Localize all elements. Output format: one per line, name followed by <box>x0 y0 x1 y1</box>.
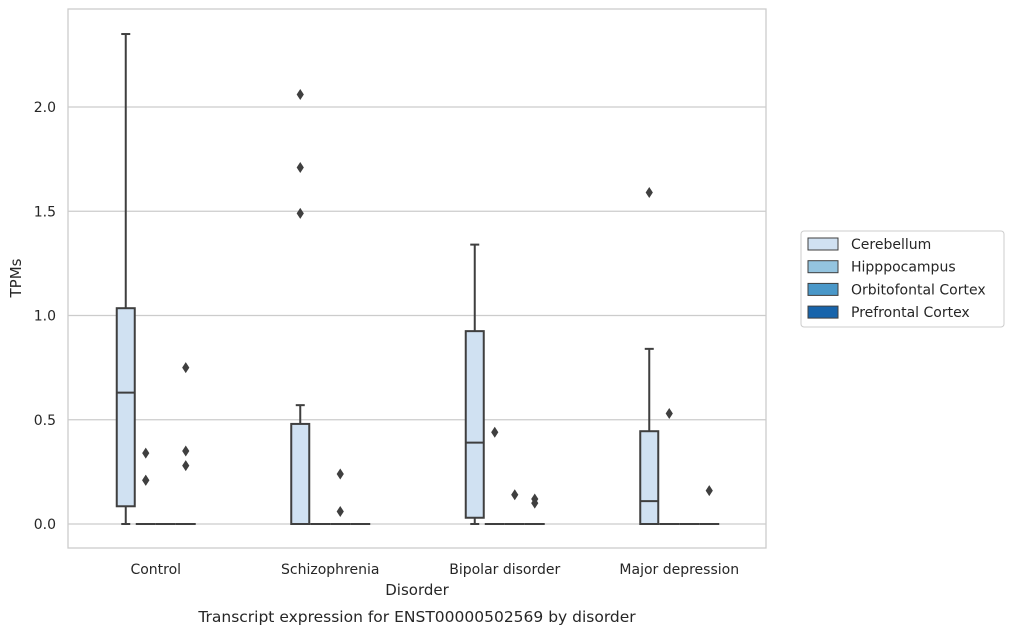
legend-frame <box>800 230 1005 328</box>
outlier-point <box>336 468 344 480</box>
y-tick-label: 1.0 <box>34 309 56 325</box>
x-axis-label: Disorder <box>385 581 449 599</box>
legend-item: Prefrontal Cortex <box>807 305 970 321</box>
legend-label: Cerebellum <box>851 237 931 253</box>
legend-item: Cerebellum <box>807 237 931 253</box>
legend-item: Orbitofontal Cortex <box>807 282 986 298</box>
legend-label: Prefrontal Cortex <box>851 305 970 321</box>
box-body <box>639 430 660 525</box>
legend-swatch <box>807 237 839 251</box>
box-cerebellum-0 <box>115 33 136 525</box>
legend-item: Hipppocampus <box>807 260 956 276</box>
y-tick-label: 1.5 <box>34 204 56 220</box>
box-body <box>115 307 136 508</box>
y-tick-label: 0.0 <box>34 517 56 533</box>
outlier-point <box>296 88 304 100</box>
legend-swatch <box>807 260 839 274</box>
outlier-point <box>336 505 344 517</box>
legend: Cerebellum Hipppocampus Orbitofontal Corte… <box>800 230 1005 328</box>
legend-label: Orbitofontal Cortex <box>851 282 986 298</box>
outlier-point <box>491 426 499 438</box>
box-cerebellum-3 <box>639 186 660 525</box>
box-orbitofontal-cortex-1 <box>330 468 351 526</box>
plot-area-frame <box>67 8 767 549</box>
outlier-point <box>511 489 519 501</box>
grid-lines <box>68 106 766 525</box>
y-axis-ticks: 0.0 0.5 1.0 1.5 2.0 <box>34 100 56 533</box>
chart-caption: Transcript expression for ENST0000050256… <box>197 608 636 626</box>
box-prefrontal-cortex-2 <box>524 493 545 526</box>
outlier-point <box>296 207 304 219</box>
box-prefrontal-cortex-0 <box>175 362 196 526</box>
y-axis-label: TPMs <box>7 258 25 298</box>
outlier-point <box>296 161 304 173</box>
y-tick-label: 2.0 <box>34 100 56 116</box>
legend-swatch <box>807 305 839 319</box>
x-tick-label: Bipolar disorder <box>449 562 560 578</box>
outlier-point <box>182 460 190 472</box>
outlier-point <box>531 493 539 505</box>
box-hipppocampus-0 <box>135 447 156 526</box>
outlier-point <box>645 186 653 198</box>
outlier-point <box>705 485 713 497</box>
box-orbitofontal-cortex-2 <box>504 489 525 526</box>
x-tick-label: Major depression <box>619 562 739 578</box>
box-body <box>464 330 485 519</box>
x-axis-ticks: Control Schizophrenia Bipolar disorder Majo… <box>130 562 739 578</box>
outlier-point <box>665 407 673 419</box>
box-hipppocampus-3 <box>659 407 680 526</box>
legend-swatch <box>807 282 839 296</box>
outlier-point <box>182 362 190 374</box>
y-tick-label: 0.5 <box>34 413 56 429</box>
x-tick-label: Schizophrenia <box>281 562 379 578</box>
box-plots <box>115 33 720 526</box>
box-hipppocampus-2 <box>484 426 505 526</box>
outlier-point <box>142 474 150 486</box>
legend-label: Hipppocampus <box>851 260 956 276</box>
box-prefrontal-cortex-3 <box>699 485 720 526</box>
outlier-point <box>182 445 190 457</box>
box-cerebellum-1 <box>290 88 311 526</box>
x-tick-label: Control <box>130 562 181 578</box>
box-body <box>290 422 311 526</box>
outlier-point <box>142 447 150 459</box>
box-cerebellum-2 <box>464 243 485 525</box>
